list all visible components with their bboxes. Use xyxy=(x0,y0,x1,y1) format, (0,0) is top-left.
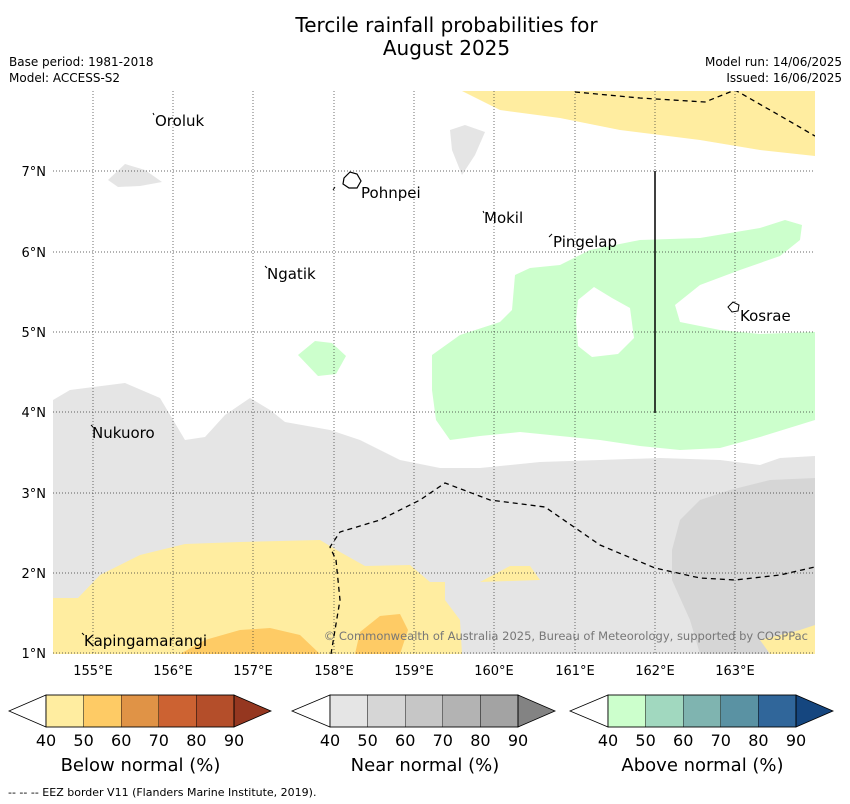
below-normal-swatch xyxy=(196,694,235,728)
below-normal-tick-label: 80 xyxy=(186,731,206,750)
above-normal-tick-label: 70 xyxy=(711,731,731,750)
rainfall-map: © Commonwealth of Australia 2025, Bureau… xyxy=(22,91,815,679)
below-normal-tick-label: 90 xyxy=(224,731,244,750)
x-tick-157: 157°E xyxy=(233,664,273,679)
near-normal-high-extension xyxy=(517,694,557,728)
above-normal-hole xyxy=(576,287,634,357)
above-normal-swatch xyxy=(683,694,722,728)
place-label-kapingamarangi: Kapingamarangi xyxy=(84,632,207,650)
near-normal-swatch xyxy=(367,694,406,728)
y-tick-1n: 1°N xyxy=(22,647,47,662)
x-tick-159: 159°E xyxy=(394,664,434,679)
colorbar-label-below-normal: Below normal (%) xyxy=(60,755,221,776)
near-normal-tick-label: 40 xyxy=(320,731,340,750)
near-normal-tick-label: 70 xyxy=(433,731,453,750)
near-normal-tick-label: 80 xyxy=(470,731,490,750)
place-label-mokil: Mokil xyxy=(484,209,523,227)
below-normal-low-extension xyxy=(7,694,47,728)
above-normal-swatch xyxy=(758,694,797,728)
kosrae-island-icon xyxy=(727,301,740,313)
x-tick-158: 158°E xyxy=(314,664,354,679)
model-run: Model run: 14/06/2025 xyxy=(704,55,842,69)
below-normal-swatch xyxy=(45,694,84,728)
above-normal-outline xyxy=(607,694,797,728)
near-normal-outline xyxy=(329,694,519,728)
y-tick-5n: 5°N xyxy=(22,326,47,341)
near-normal-swatch xyxy=(442,694,481,728)
y-tick-6n: 6°N xyxy=(22,246,47,261)
below-normal-region-south-orange2 xyxy=(355,614,408,654)
colorbar-below-normal: 40 50 60 70 80 90 xyxy=(7,694,273,750)
near-normal-tick-label: 50 xyxy=(357,731,377,750)
above-normal-tick-label: 60 xyxy=(673,731,693,750)
atoll-marks xyxy=(81,112,553,636)
below-normal-region-south xyxy=(53,540,462,654)
below-normal-patch-east xyxy=(760,625,815,654)
above-normal-tick-label: 50 xyxy=(635,731,655,750)
colorbar-above-normal: 40 50 60 70 80 90 xyxy=(568,694,835,750)
colorbars: 40 50 60 70 80 90 40 50 60 70 80 90 40 50 60 70 80 90 xyxy=(7,694,835,750)
model-name: Model: ACCESS-S2 xyxy=(9,71,121,85)
place-label-ngatik: Ngatik xyxy=(267,265,316,283)
near-normal-swatch xyxy=(405,694,444,728)
above-normal-swatch xyxy=(607,694,646,728)
eez-footnote: -- -- -- EEZ border V11 (Flanders Marine… xyxy=(8,786,317,799)
above-normal-high-extension xyxy=(795,694,835,728)
below-normal-tick-label: 40 xyxy=(36,731,56,750)
below-normal-tick-label: 70 xyxy=(149,731,169,750)
y-tick-7n: 7°N xyxy=(22,165,47,180)
below-normal-swatch xyxy=(83,694,122,728)
above-normal-low-extension xyxy=(568,694,609,728)
below-normal-swatch xyxy=(120,694,159,728)
issued-date: Issued: 16/06/2025 xyxy=(726,71,842,85)
below-normal-outline xyxy=(45,694,235,728)
base-period: Base period: 1981-2018 xyxy=(9,55,154,69)
x-tick-155: 155°E xyxy=(73,664,113,679)
above-normal-swatch xyxy=(645,694,684,728)
place-label-pingelap: Pingelap xyxy=(553,233,617,251)
below-normal-region-south-orange xyxy=(180,628,320,654)
below-normal-tick-label: 50 xyxy=(73,731,93,750)
above-normal-tick-label: 40 xyxy=(598,731,618,750)
x-tick-162: 162°E xyxy=(635,664,675,679)
above-normal-swatch xyxy=(720,694,759,728)
below-normal-patch-center xyxy=(480,566,540,582)
colorbar-label-near-normal: Near normal (%) xyxy=(350,755,500,776)
map-title-line1: Tercile rainfall probabilities for xyxy=(295,13,598,37)
near-normal-swatch xyxy=(329,694,368,728)
y-tick-4n: 4°N xyxy=(22,406,47,421)
y-tick-3n: 3°N xyxy=(22,487,47,502)
place-label-pohnpei: Pohnpei xyxy=(361,184,421,202)
grid-lines xyxy=(53,91,815,654)
near-normal-patch-west xyxy=(108,164,162,187)
place-label-oroluk: Oroluk xyxy=(155,112,204,130)
below-normal-high-extension xyxy=(233,694,273,728)
x-tick-156: 156°E xyxy=(153,664,193,679)
colorbar-label-above-normal: Above normal (%) xyxy=(621,755,784,776)
above-normal-tick-label: 80 xyxy=(748,731,768,750)
place-label-nukuoro: Nukuoro xyxy=(92,424,155,442)
eez-borders xyxy=(329,91,815,654)
pohnpei-island-icon xyxy=(342,171,362,189)
copyright-text: © Commonwealth of Australia 2025, Bureau… xyxy=(324,629,808,643)
below-normal-tick-label: 60 xyxy=(111,731,131,750)
near-normal-swatch xyxy=(480,694,519,728)
near-normal-patch-north xyxy=(450,125,485,175)
map-title-line2: August 2025 xyxy=(382,36,511,60)
x-tick-161: 161°E xyxy=(555,664,595,679)
x-tick-163: 163°E xyxy=(715,664,755,679)
near-normal-low-extension xyxy=(290,694,331,728)
place-label-kosrae: Kosrae xyxy=(740,307,791,325)
x-tick-160: 160°E xyxy=(474,664,514,679)
near-normal-tick-label: 90 xyxy=(508,731,528,750)
below-normal-swatch xyxy=(158,694,197,728)
near-normal-region-darker xyxy=(672,478,815,654)
near-normal-tick-label: 60 xyxy=(395,731,415,750)
colorbar-near-normal: 40 50 60 70 80 90 xyxy=(290,694,557,750)
below-normal-region-north xyxy=(462,91,815,156)
above-normal-tick-label: 90 xyxy=(786,731,806,750)
y-tick-2n: 2°N xyxy=(22,567,47,582)
